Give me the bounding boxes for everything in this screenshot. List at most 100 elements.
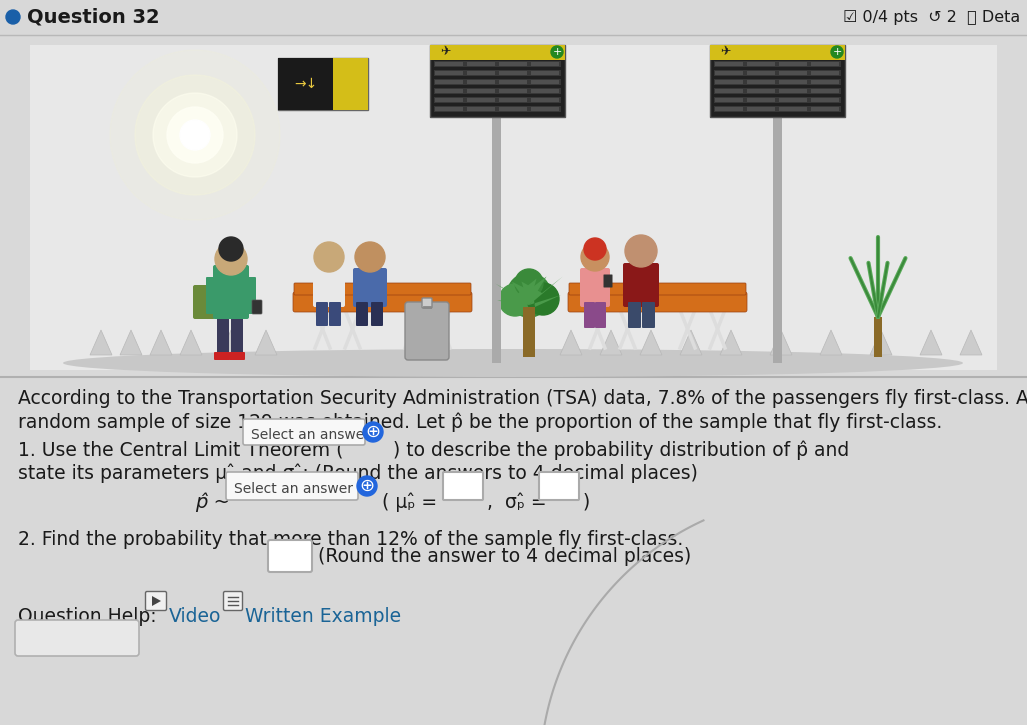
FancyBboxPatch shape [333,58,368,110]
Text: ( μₚ̂ =: ( μₚ̂ = [382,493,438,513]
Polygon shape [150,330,172,355]
FancyBboxPatch shape [569,283,746,295]
FancyBboxPatch shape [213,265,249,319]
FancyBboxPatch shape [243,419,365,445]
Text: (Round the answer to 4 decimal places): (Round the answer to 4 decimal places) [318,547,691,566]
FancyBboxPatch shape [874,317,882,357]
FancyBboxPatch shape [434,88,561,94]
FancyBboxPatch shape [193,285,215,319]
FancyBboxPatch shape [434,61,561,67]
FancyBboxPatch shape [714,70,841,76]
FancyBboxPatch shape [580,268,610,307]
FancyBboxPatch shape [430,45,565,117]
FancyBboxPatch shape [715,98,743,102]
Text: ): ) [583,493,591,512]
FancyBboxPatch shape [0,37,1027,377]
Circle shape [135,75,255,195]
FancyBboxPatch shape [715,71,743,75]
FancyBboxPatch shape [773,115,782,363]
Polygon shape [920,330,942,355]
FancyBboxPatch shape [244,277,256,314]
FancyBboxPatch shape [531,98,559,102]
FancyBboxPatch shape [435,107,463,111]
Circle shape [581,243,609,271]
Text: state its parameters μₚ̂ and σₚ̂: (Round the answers to 4 decimal places): state its parameters μₚ̂ and σₚ̂: (Round… [18,463,698,483]
FancyBboxPatch shape [467,98,495,102]
FancyBboxPatch shape [294,283,471,295]
Polygon shape [680,330,702,355]
Circle shape [6,10,20,24]
Ellipse shape [63,349,963,377]
FancyBboxPatch shape [430,45,565,60]
Polygon shape [120,330,142,355]
Circle shape [219,237,243,261]
FancyBboxPatch shape [206,277,218,314]
Circle shape [831,46,843,58]
FancyBboxPatch shape [313,268,345,307]
Text: random sample of size 129 was obtained. Let p̂ be the proportion of the sample t: random sample of size 129 was obtained. … [18,412,942,431]
FancyBboxPatch shape [595,302,606,328]
Polygon shape [255,330,277,355]
FancyBboxPatch shape [747,89,775,93]
FancyBboxPatch shape [715,89,743,93]
FancyBboxPatch shape [531,71,559,75]
FancyBboxPatch shape [811,80,839,84]
FancyBboxPatch shape [710,45,845,60]
FancyBboxPatch shape [715,107,743,111]
FancyBboxPatch shape [30,45,997,370]
FancyBboxPatch shape [371,302,383,326]
FancyBboxPatch shape [568,292,747,312]
FancyBboxPatch shape [435,98,463,102]
Text: ✈: ✈ [720,46,730,59]
Circle shape [180,120,210,150]
FancyBboxPatch shape [779,98,807,102]
Polygon shape [600,330,622,355]
FancyBboxPatch shape [531,62,559,66]
Polygon shape [560,330,582,355]
FancyBboxPatch shape [434,70,561,76]
Text: Check Answer: Check Answer [18,629,136,647]
Circle shape [153,93,237,177]
FancyBboxPatch shape [231,313,243,355]
Text: Question 32: Question 32 [27,7,159,27]
FancyBboxPatch shape [499,107,527,111]
FancyBboxPatch shape [714,106,841,112]
FancyBboxPatch shape [434,106,561,112]
FancyBboxPatch shape [422,298,432,308]
Circle shape [527,283,559,315]
Polygon shape [529,295,561,307]
Circle shape [110,50,280,220]
Circle shape [314,242,344,272]
FancyBboxPatch shape [523,307,535,357]
Text: ,  σₚ̂ =: , σₚ̂ = [487,493,546,512]
FancyBboxPatch shape [434,79,561,85]
Circle shape [363,422,383,442]
FancyBboxPatch shape [811,71,839,75]
FancyBboxPatch shape [252,300,262,314]
FancyBboxPatch shape [499,71,527,75]
FancyBboxPatch shape [443,472,483,500]
FancyBboxPatch shape [467,107,495,111]
FancyBboxPatch shape [467,80,495,84]
FancyBboxPatch shape [214,352,230,360]
FancyBboxPatch shape [714,97,841,103]
Polygon shape [497,295,529,307]
Text: Select an answer: Select an answer [251,428,370,442]
FancyBboxPatch shape [499,80,527,84]
FancyBboxPatch shape [747,80,775,84]
Text: +: + [553,47,562,57]
FancyBboxPatch shape [811,107,839,111]
FancyBboxPatch shape [435,71,463,75]
Text: →↓: →↓ [295,77,317,91]
FancyBboxPatch shape [811,62,839,66]
Text: ) to describe the probability distribution of p̂ and: ) to describe the probability distributi… [387,440,849,460]
FancyBboxPatch shape [715,62,743,66]
FancyBboxPatch shape [779,80,807,84]
Polygon shape [870,330,892,355]
Text: p̂ ~: p̂ ~ [195,493,230,513]
FancyBboxPatch shape [146,592,166,610]
FancyBboxPatch shape [467,62,495,66]
Polygon shape [770,330,792,355]
FancyBboxPatch shape [293,292,472,312]
Text: Video: Video [169,607,222,626]
